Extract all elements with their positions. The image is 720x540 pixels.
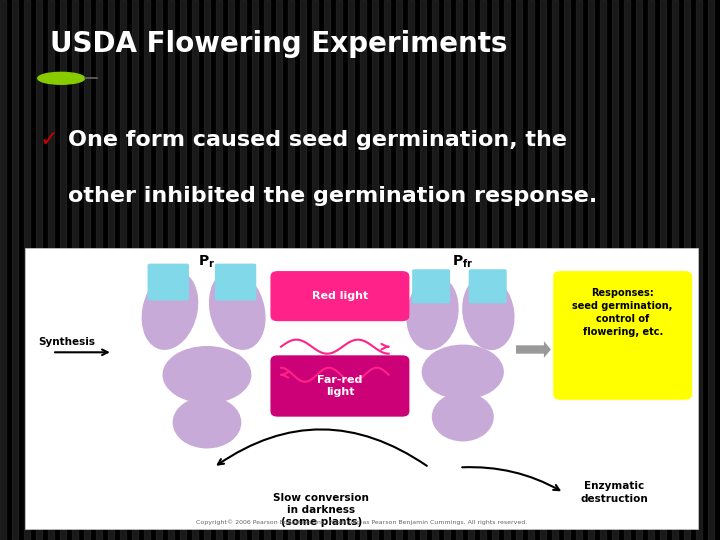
Text: Slow conversion
in darkness
(some plants): Slow conversion in darkness (some plants… [274, 492, 369, 528]
Bar [468, 0, 474, 540]
FancyArrowPatch shape [218, 429, 427, 466]
Bar [204, 0, 210, 540]
Bar [216, 0, 222, 540]
Bar [300, 0, 306, 540]
FancyBboxPatch shape [215, 264, 256, 301]
Bar [252, 0, 258, 540]
Ellipse shape [423, 345, 503, 399]
Bar [144, 0, 150, 540]
Bar [168, 0, 174, 540]
Bar [504, 0, 510, 540]
Bar [528, 0, 534, 540]
Ellipse shape [433, 393, 493, 441]
Bar [24, 0, 30, 540]
Bar [540, 0, 546, 540]
Bar [180, 0, 186, 540]
Bar [624, 0, 630, 540]
Bar [432, 0, 438, 540]
Bar [132, 0, 138, 540]
Bar [612, 0, 618, 540]
Bar [276, 0, 282, 540]
Ellipse shape [407, 276, 458, 349]
Bar [588, 0, 594, 540]
FancyBboxPatch shape [271, 271, 410, 321]
Ellipse shape [210, 271, 265, 349]
Bar [240, 0, 246, 540]
Bar [420, 0, 426, 540]
Ellipse shape [143, 271, 197, 349]
FancyArrowPatch shape [462, 467, 559, 490]
Text: Synthesis: Synthesis [39, 336, 96, 347]
FancyBboxPatch shape [148, 264, 189, 301]
Bar [396, 0, 402, 540]
Bar [108, 0, 114, 540]
Bar [48, 0, 54, 540]
Bar [372, 0, 378, 540]
Bar [360, 0, 366, 540]
Text: Enzymatic
destruction: Enzymatic destruction [580, 482, 648, 504]
Bar [72, 0, 78, 540]
Bar [192, 0, 198, 540]
Bar [408, 0, 414, 540]
Text: Responses:
seed germination,
control of
flowering, etc.: Responses: seed germination, control of … [572, 288, 673, 338]
Bar [384, 0, 390, 540]
FancyBboxPatch shape [469, 269, 507, 303]
Bar [36, 0, 42, 540]
FancyBboxPatch shape [553, 271, 692, 400]
Bar [264, 0, 270, 540]
Text: USDA Flowering Experiments: USDA Flowering Experiments [50, 30, 508, 58]
Bar [228, 0, 234, 540]
Ellipse shape [163, 347, 251, 403]
Bar [636, 0, 642, 540]
Bar [684, 0, 690, 540]
Text: P$_\mathregular{fr}$: P$_\mathregular{fr}$ [452, 254, 474, 271]
Bar [660, 0, 666, 540]
Bar [600, 0, 606, 540]
Text: Red light: Red light [312, 291, 368, 301]
Bar [84, 0, 90, 540]
Text: ✓: ✓ [40, 130, 58, 150]
Bar [648, 0, 654, 540]
Bar [96, 0, 102, 540]
Text: Far-red
light: Far-red light [318, 375, 363, 397]
Bar [696, 0, 702, 540]
Bar [480, 0, 486, 540]
Bar [456, 0, 462, 540]
Bar [12, 0, 18, 540]
Ellipse shape [37, 72, 85, 84]
Bar [708, 0, 714, 540]
FancyBboxPatch shape [271, 355, 410, 417]
Bar [324, 0, 330, 540]
Bar [516, 0, 522, 540]
Bar [156, 0, 162, 540]
Text: One form caused seed germination, the: One form caused seed germination, the [68, 130, 567, 150]
FancyBboxPatch shape [412, 269, 450, 303]
Bar [576, 0, 582, 540]
Ellipse shape [463, 276, 514, 349]
Bar [60, 0, 66, 540]
Bar [120, 0, 126, 540]
Bar [492, 0, 498, 540]
Bar [288, 0, 294, 540]
Bar [564, 0, 570, 540]
Text: other inhibited the germination response.: other inhibited the germination response… [68, 186, 598, 206]
Bar [444, 0, 450, 540]
Bar [0, 0, 6, 540]
Ellipse shape [174, 397, 240, 448]
Bar [348, 0, 354, 540]
Bar [336, 0, 342, 540]
Bar [552, 0, 558, 540]
Text: Copyright© 2006 Pearson Education, Inc. Publishing as Pearson Benjamin Cummings.: Copyright© 2006 Pearson Education, Inc. … [196, 519, 528, 525]
Bar [312, 0, 318, 540]
Bar [672, 0, 678, 540]
Text: P$_\mathregular{r}$: P$_\mathregular{r}$ [199, 254, 215, 271]
Bar [25, 248, 698, 529]
